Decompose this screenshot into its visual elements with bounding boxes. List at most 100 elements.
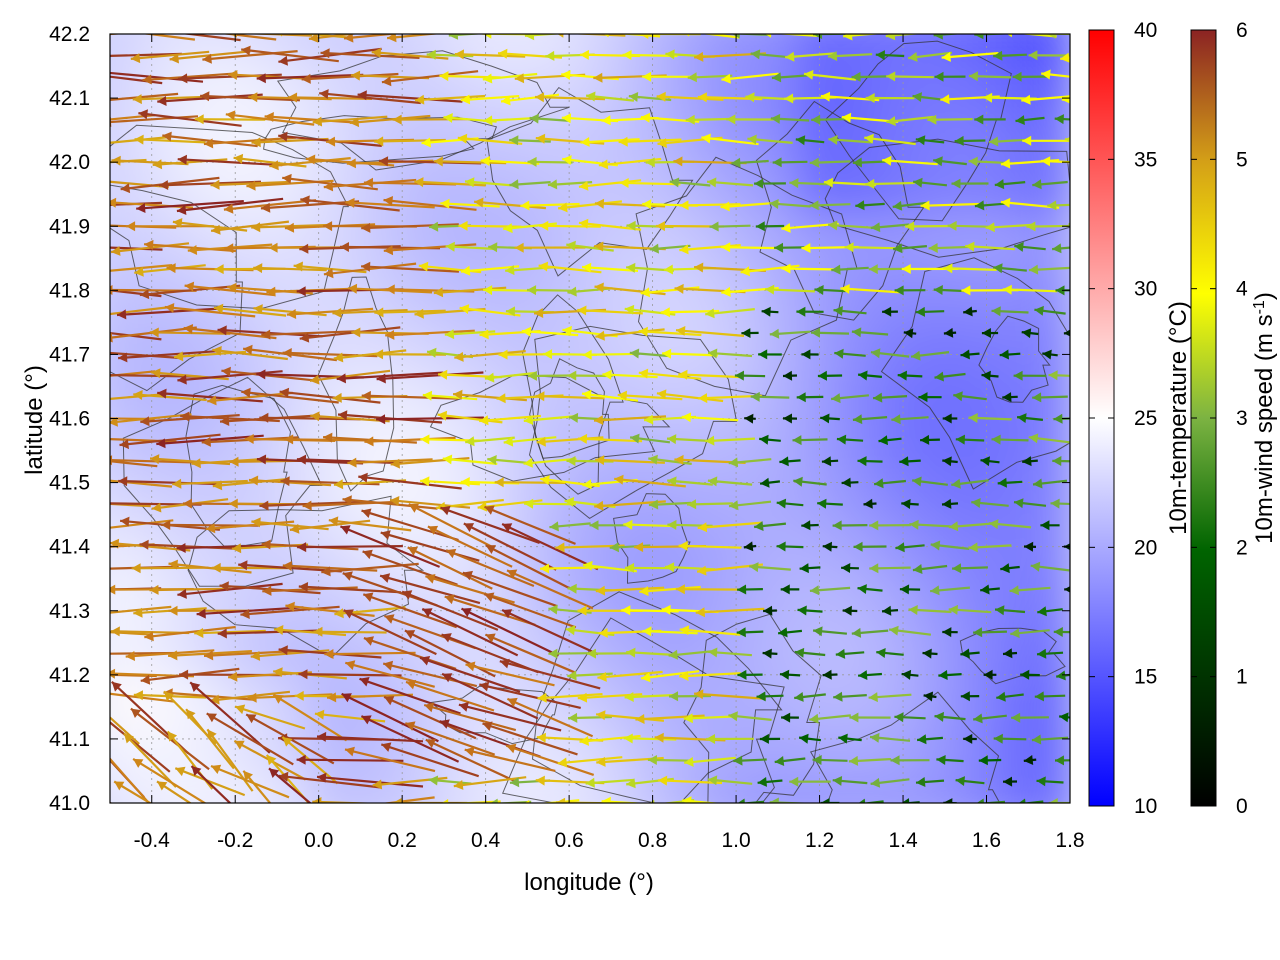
wind-arrow-head bbox=[460, 477, 470, 487]
wind-arrow bbox=[184, 281, 276, 297]
wind-arrow-head bbox=[345, 660, 356, 670]
wind-arrow-head bbox=[285, 601, 295, 612]
wind-arrow bbox=[484, 505, 576, 545]
wind-arrow bbox=[848, 755, 892, 766]
wind-arrow-head bbox=[657, 138, 667, 149]
wind-arrow-shaft bbox=[339, 525, 441, 568]
wind-arrow bbox=[585, 777, 635, 788]
wind-arrow-shaft bbox=[206, 712, 294, 766]
wind-arrow-head bbox=[936, 755, 946, 765]
wind-arrow-head bbox=[502, 523, 513, 533]
wind-arrow-shaft bbox=[344, 748, 436, 773]
wind-arrow-head bbox=[754, 178, 764, 189]
wind-arrow-head bbox=[675, 584, 685, 595]
wind-arrow-head bbox=[873, 392, 883, 403]
wind-arrow bbox=[309, 369, 391, 385]
wind-arrow-head bbox=[639, 586, 649, 597]
wind-arrow-head bbox=[947, 220, 957, 231]
wind-arrow bbox=[196, 606, 304, 619]
wind-arrow bbox=[581, 389, 639, 402]
wind-arrow-head bbox=[673, 156, 683, 167]
wind-arrow-head bbox=[989, 136, 999, 147]
wind-arrow-head bbox=[679, 200, 689, 211]
wind-arrow bbox=[253, 263, 327, 274]
wind-arrow-head bbox=[353, 802, 354, 803]
wind-arrow bbox=[901, 499, 919, 509]
wind-arrow-shaft bbox=[721, 72, 779, 81]
wind-arrow bbox=[809, 157, 851, 168]
wind-arrow-shaft bbox=[501, 609, 599, 656]
wind-arrow bbox=[581, 262, 639, 273]
wind-arrow-head bbox=[920, 200, 930, 211]
wind-arrow bbox=[934, 711, 966, 722]
wind-arrow-head bbox=[323, 221, 333, 232]
wind-arrow-shaft bbox=[299, 326, 401, 340]
wind-arrow-head bbox=[301, 73, 311, 84]
wind-arrow-head bbox=[227, 282, 237, 293]
wind-arrow-head bbox=[951, 478, 961, 489]
wind-arrow-shaft bbox=[313, 630, 387, 634]
wind-arrow-head bbox=[548, 648, 558, 659]
wind-arrow-head bbox=[444, 329, 455, 340]
wind-arrow bbox=[110, 692, 176, 703]
wind-colorbar-tick-label: 0 bbox=[1236, 795, 1248, 818]
wind-arrow-head bbox=[978, 755, 988, 766]
wind-arrow bbox=[953, 391, 987, 402]
wind-arrow bbox=[120, 176, 220, 194]
wind-arrow-head bbox=[836, 434, 847, 445]
wind-arrow-shaft bbox=[479, 683, 581, 709]
wind-arrow-head bbox=[720, 201, 730, 212]
wind-arrow-head bbox=[482, 73, 493, 84]
wind-arrow bbox=[679, 625, 741, 636]
wind-arrow-shaft bbox=[593, 415, 667, 422]
wind-arrow-shaft bbox=[678, 544, 742, 549]
wind-arrow-head bbox=[442, 454, 453, 465]
wind-arrow-head bbox=[117, 309, 127, 320]
wind-arrow bbox=[857, 370, 883, 381]
wind-arrow-head bbox=[383, 660, 394, 671]
wind-arrow bbox=[464, 746, 556, 772]
wind-arrow-head bbox=[177, 154, 187, 165]
wind-arrow-shaft bbox=[520, 202, 580, 207]
wind-arrow bbox=[920, 434, 940, 445]
wind-arrow-head bbox=[428, 775, 439, 786]
x-tick-label: 0.2 bbox=[388, 829, 417, 852]
wind-arrow-head bbox=[737, 584, 747, 595]
wind-arrow-head bbox=[251, 517, 261, 528]
wind-arrow bbox=[483, 592, 577, 629]
wind-arrow-head bbox=[621, 605, 631, 616]
wind-arrow-head bbox=[960, 648, 970, 659]
wind-arrow bbox=[132, 757, 207, 803]
wind-arrow-shaft bbox=[656, 392, 724, 403]
wind-arrow bbox=[835, 648, 865, 659]
wind-arrow bbox=[948, 521, 992, 532]
wind-arrow-head bbox=[875, 50, 885, 61]
wind-arrow-head bbox=[676, 326, 686, 336]
wind-arrow-head bbox=[943, 327, 954, 338]
wind-arrow-shaft bbox=[272, 693, 348, 742]
wind-arrow-head bbox=[347, 283, 358, 294]
wind-arrow bbox=[908, 605, 952, 615]
wind-arrow-shaft bbox=[203, 649, 297, 657]
wind-arrow-shaft bbox=[485, 633, 575, 674]
wind-arrow-shaft bbox=[273, 628, 347, 637]
wind-arrow bbox=[339, 525, 441, 568]
wind-arrow-head bbox=[183, 324, 194, 334]
wind-arrow bbox=[822, 669, 838, 680]
wind-arrow bbox=[110, 630, 151, 636]
wind-arrow-head bbox=[361, 390, 371, 401]
terrain-contour bbox=[501, 617, 785, 803]
wind-arrow-head bbox=[506, 743, 517, 754]
wind-arrow bbox=[547, 179, 593, 190]
wind-arrow-head bbox=[1076, 178, 1086, 188]
wind-arrow bbox=[158, 180, 262, 190]
wind-arrow-head bbox=[568, 712, 578, 723]
wind-arrow-shaft bbox=[622, 53, 678, 58]
wind-arrow-head bbox=[582, 262, 592, 273]
wind-arrow bbox=[202, 50, 298, 64]
wind-arrow-head bbox=[623, 733, 633, 744]
wind-arrow-head bbox=[333, 352, 344, 363]
wind-arrow bbox=[973, 713, 1007, 724]
wind-arrow-head bbox=[594, 415, 604, 425]
wind-arrow bbox=[1059, 712, 1070, 723]
